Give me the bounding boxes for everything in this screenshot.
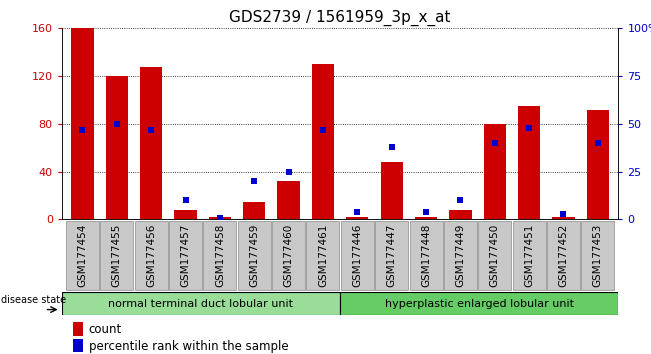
Bar [73, 322, 83, 336]
Point [249, 178, 260, 184]
FancyBboxPatch shape [272, 221, 305, 290]
Bar [312, 64, 334, 219]
Bar [381, 162, 403, 219]
Bar [518, 106, 540, 219]
FancyBboxPatch shape [169, 221, 202, 290]
Point [490, 140, 500, 146]
Bar [346, 217, 368, 219]
Bar [174, 210, 197, 219]
Point [524, 125, 534, 131]
FancyBboxPatch shape [203, 221, 236, 290]
Point [283, 169, 294, 175]
Text: normal terminal duct lobular unit: normal terminal duct lobular unit [109, 298, 294, 309]
Text: GSM177448: GSM177448 [421, 223, 431, 287]
Text: disease state: disease state [1, 295, 66, 305]
Point [387, 144, 397, 150]
FancyBboxPatch shape [444, 221, 477, 290]
Text: GSM177453: GSM177453 [593, 223, 603, 287]
Bar [140, 67, 162, 219]
Text: GSM177454: GSM177454 [77, 223, 87, 287]
Text: GSM177456: GSM177456 [146, 223, 156, 287]
Text: GSM177458: GSM177458 [215, 223, 225, 287]
Bar [552, 217, 575, 219]
Text: percentile rank within the sample: percentile rank within the sample [89, 340, 288, 353]
Bar [243, 201, 266, 219]
Text: GSM177451: GSM177451 [524, 223, 534, 287]
Text: GSM177450: GSM177450 [490, 223, 500, 286]
Point [455, 198, 465, 203]
Point [111, 121, 122, 127]
Text: count: count [89, 323, 122, 336]
Bar [209, 217, 231, 219]
Text: GSM177459: GSM177459 [249, 223, 259, 287]
Point [77, 127, 88, 132]
Point [215, 215, 225, 221]
FancyBboxPatch shape [581, 221, 615, 290]
FancyBboxPatch shape [340, 292, 618, 315]
Point [421, 209, 431, 215]
Point [559, 211, 569, 217]
Text: GSM177461: GSM177461 [318, 223, 328, 287]
Text: GSM177452: GSM177452 [559, 223, 568, 287]
Text: GSM177460: GSM177460 [284, 223, 294, 286]
FancyBboxPatch shape [341, 221, 374, 290]
FancyBboxPatch shape [100, 221, 133, 290]
Bar [415, 217, 437, 219]
Text: GSM177455: GSM177455 [112, 223, 122, 287]
FancyBboxPatch shape [409, 221, 443, 290]
Point [146, 127, 156, 132]
Text: GSM177446: GSM177446 [352, 223, 363, 287]
Bar [449, 210, 471, 219]
FancyBboxPatch shape [135, 221, 168, 290]
Bar [484, 124, 506, 219]
Text: hyperplastic enlarged lobular unit: hyperplastic enlarged lobular unit [385, 298, 574, 309]
Text: GSM177457: GSM177457 [180, 223, 191, 287]
Point [180, 198, 191, 203]
Point [592, 140, 603, 146]
FancyBboxPatch shape [62, 292, 340, 315]
FancyBboxPatch shape [307, 221, 339, 290]
FancyBboxPatch shape [547, 221, 580, 290]
Bar [105, 76, 128, 219]
Bar [587, 110, 609, 219]
Title: GDS2739 / 1561959_3p_x_at: GDS2739 / 1561959_3p_x_at [229, 9, 451, 25]
Point [352, 209, 363, 215]
FancyBboxPatch shape [375, 221, 408, 290]
Bar [73, 339, 83, 352]
FancyBboxPatch shape [478, 221, 511, 290]
Bar [277, 181, 299, 219]
Bar [72, 28, 94, 219]
Point [318, 127, 328, 132]
Text: GSM177447: GSM177447 [387, 223, 396, 287]
Text: GSM177449: GSM177449 [456, 223, 465, 287]
FancyBboxPatch shape [66, 221, 99, 290]
FancyBboxPatch shape [238, 221, 271, 290]
FancyBboxPatch shape [512, 221, 546, 290]
